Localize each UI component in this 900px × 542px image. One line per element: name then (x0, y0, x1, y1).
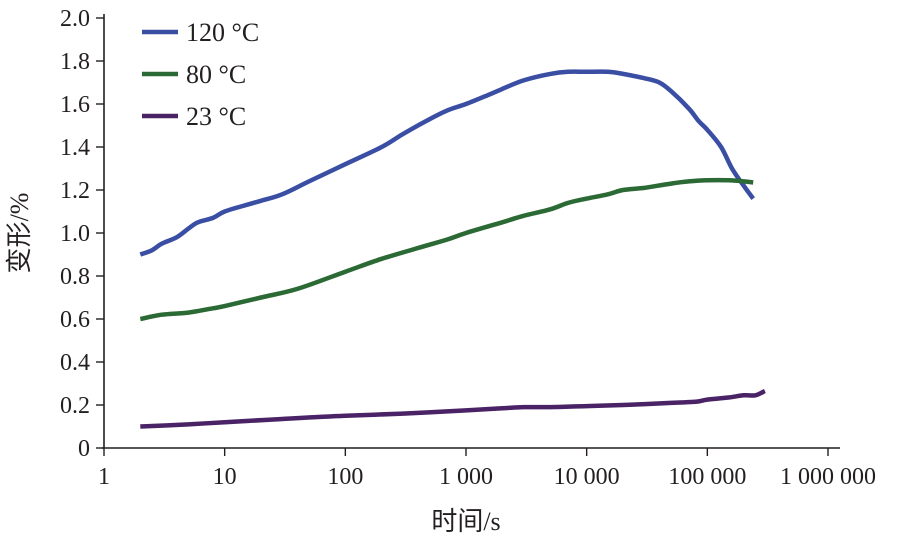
series-line-1 (139, 177, 754, 322)
series-line-0 (139, 69, 755, 257)
y-tick-label: 1.0 (60, 221, 90, 247)
y-tick-label: 0.2 (60, 393, 90, 419)
y-tick-label: 2.0 (60, 6, 90, 32)
legend-label: 80 °C (186, 60, 246, 89)
x-tick-label: 100 (327, 464, 363, 490)
y-tick-label: 1.6 (60, 92, 90, 118)
y-tick-label: 1.2 (60, 178, 90, 204)
legend: 120 °C 80 °C 23 °C (142, 18, 259, 131)
legend-label: 23 °C (186, 102, 246, 131)
y-tick-label: 0.8 (60, 264, 90, 290)
y-tick-label: 1.4 (60, 135, 90, 161)
x-tick-label: 1 000 (439, 464, 493, 490)
y-tick-label: 1.8 (60, 49, 90, 75)
x-tick-label: 10 000 (554, 464, 620, 490)
x-tick-label: 1 000 000 (780, 464, 876, 490)
y-tick-label: 0.6 (60, 307, 90, 333)
x-ticks: 1 10 100 1 000 10 000 100 000 1 000 000 (98, 448, 876, 490)
y-tick-label: 0.4 (60, 350, 90, 376)
y-tick-label: 0 (78, 436, 90, 462)
y-axis-label: 变形/% (5, 193, 34, 274)
series-line-2 (140, 388, 766, 429)
x-tick-label: 100 000 (668, 464, 746, 490)
series-lines (139, 69, 766, 429)
x-tick-label: 10 (213, 464, 237, 490)
legend-label: 120 °C (186, 18, 259, 47)
x-axis-label: 时间/s (431, 507, 500, 536)
y-ticks: 0 0.2 0.4 0.6 0.8 1.0 1.2 1.4 1.6 1.8 2.0 (60, 6, 104, 462)
x-tick-label: 1 (98, 464, 110, 490)
